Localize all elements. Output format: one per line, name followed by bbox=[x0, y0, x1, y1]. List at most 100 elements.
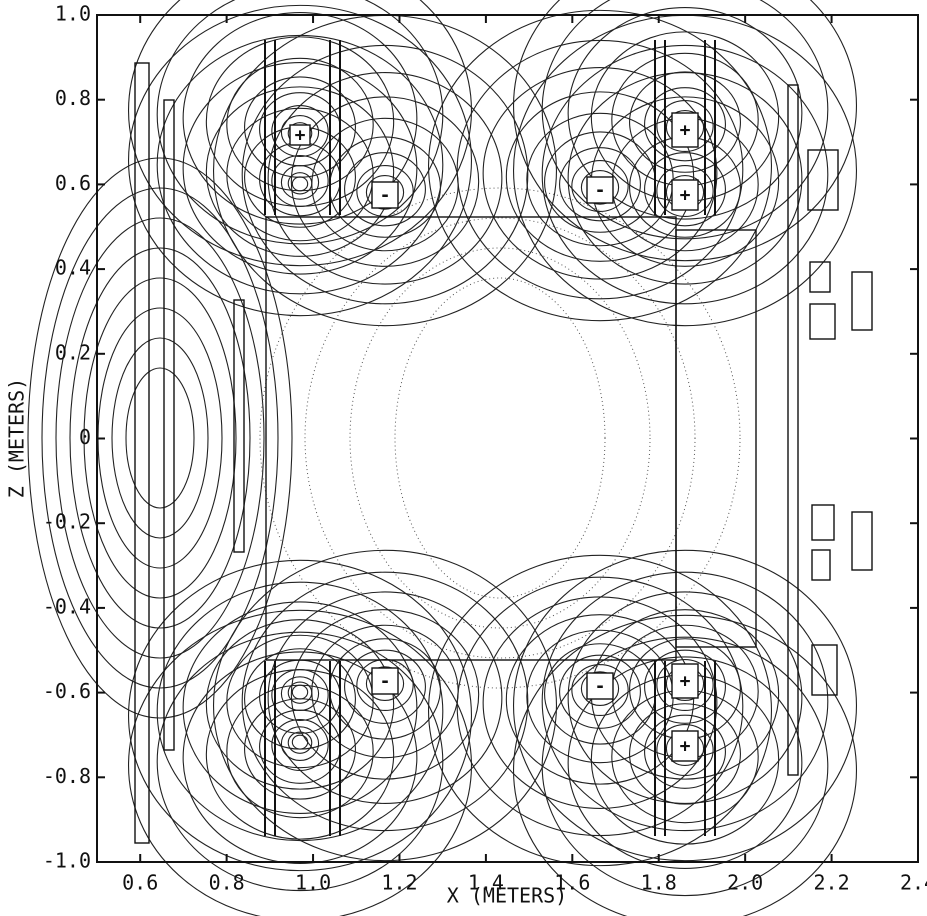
x-tick-label: 0.6 bbox=[122, 871, 158, 895]
coil-label: + bbox=[680, 120, 691, 141]
coil bbox=[586, 672, 614, 700]
contour bbox=[182, 62, 418, 275]
contour bbox=[287, 731, 313, 754]
contour bbox=[97, 307, 223, 569]
contour-lines: + - - + + - - + + bbox=[27, 0, 873, 916]
contour bbox=[629, 703, 741, 805]
contour bbox=[513, 614, 857, 916]
coil-box bbox=[811, 644, 838, 696]
y-tick-label: -0.4 bbox=[43, 594, 91, 618]
wall bbox=[163, 99, 175, 751]
contour bbox=[83, 277, 237, 599]
coil-label: + bbox=[680, 671, 691, 692]
coil-label: + bbox=[680, 736, 691, 757]
contour bbox=[656, 659, 714, 712]
contour bbox=[244, 648, 356, 750]
contour bbox=[427, 554, 773, 867]
contour bbox=[505, 614, 695, 785]
coil bbox=[586, 176, 614, 204]
x-tick-label: 1.8 bbox=[641, 871, 677, 895]
contour bbox=[394, 277, 606, 599]
contour bbox=[644, 714, 726, 789]
y-axis-label: Z (METERS) bbox=[5, 378, 29, 498]
coil-box bbox=[809, 303, 836, 340]
contour bbox=[290, 609, 480, 780]
coil-box bbox=[811, 549, 831, 581]
coil bbox=[371, 181, 399, 209]
contour bbox=[27, 157, 293, 719]
contour bbox=[349, 247, 651, 629]
contour bbox=[656, 99, 714, 152]
contour bbox=[271, 669, 329, 722]
contour bbox=[182, 601, 418, 814]
y-tick-label: 0.8 bbox=[55, 86, 91, 110]
x-tick-label: 1.6 bbox=[554, 871, 590, 895]
contour bbox=[344, 649, 426, 724]
contour bbox=[505, 91, 695, 262]
x-tick-label: 0.8 bbox=[209, 871, 245, 895]
y-tick-label: 0.6 bbox=[55, 171, 91, 195]
contour bbox=[156, 631, 444, 892]
contour bbox=[156, 581, 444, 842]
contour bbox=[291, 684, 309, 700]
contour bbox=[291, 176, 309, 192]
x-tick-label: 2.2 bbox=[814, 871, 850, 895]
y-tick-label: -1.0 bbox=[43, 849, 91, 873]
coil-label: - bbox=[380, 185, 391, 206]
contour bbox=[512, 549, 858, 862]
coil-box bbox=[811, 504, 835, 541]
contour bbox=[365, 666, 405, 702]
contour bbox=[290, 96, 480, 267]
coil bbox=[671, 730, 699, 762]
contour bbox=[567, 7, 803, 220]
contour bbox=[559, 654, 641, 729]
contour bbox=[541, 0, 829, 240]
contour bbox=[267, 72, 503, 285]
contour bbox=[125, 367, 195, 509]
coil-box bbox=[807, 149, 839, 211]
coil bbox=[289, 124, 311, 146]
coil-label: + bbox=[680, 185, 691, 206]
contour bbox=[280, 164, 320, 200]
contour bbox=[182, 12, 418, 225]
contour bbox=[304, 217, 696, 659]
contour bbox=[656, 164, 714, 217]
contour bbox=[571, 159, 629, 212]
x-tick-label: 1.0 bbox=[295, 871, 331, 895]
contour bbox=[567, 656, 803, 869]
contour bbox=[127, 4, 473, 317]
contour bbox=[226, 684, 374, 819]
coil-label: - bbox=[380, 671, 391, 692]
contour bbox=[513, 0, 857, 262]
coil-label: + bbox=[295, 125, 306, 146]
contour bbox=[629, 71, 741, 173]
contour bbox=[241, 571, 529, 832]
contour bbox=[212, 549, 558, 862]
contour bbox=[644, 87, 726, 162]
contour bbox=[205, 86, 395, 257]
contour bbox=[128, 609, 472, 916]
contour bbox=[280, 676, 320, 712]
contour bbox=[41, 187, 279, 689]
contour bbox=[541, 636, 829, 897]
vessel bbox=[265, 216, 677, 661]
contour bbox=[280, 726, 320, 762]
contour bbox=[182, 651, 418, 864]
contour bbox=[280, 114, 320, 150]
x-tick-label: 2.4 bbox=[900, 871, 927, 895]
contour bbox=[559, 147, 641, 222]
contour bbox=[512, 14, 858, 327]
contour bbox=[69, 247, 251, 629]
contour bbox=[656, 724, 714, 777]
y-tick-label: 1.0 bbox=[55, 2, 91, 26]
contour bbox=[241, 44, 529, 305]
contour bbox=[644, 152, 726, 227]
contour bbox=[580, 671, 620, 707]
wall bbox=[134, 62, 150, 844]
wall bbox=[233, 299, 245, 553]
y-tick-label: 0.4 bbox=[55, 256, 91, 280]
contour bbox=[427, 9, 773, 322]
contour bbox=[644, 649, 726, 724]
coil bbox=[371, 667, 399, 695]
y-tick-label: 0 bbox=[79, 425, 91, 449]
